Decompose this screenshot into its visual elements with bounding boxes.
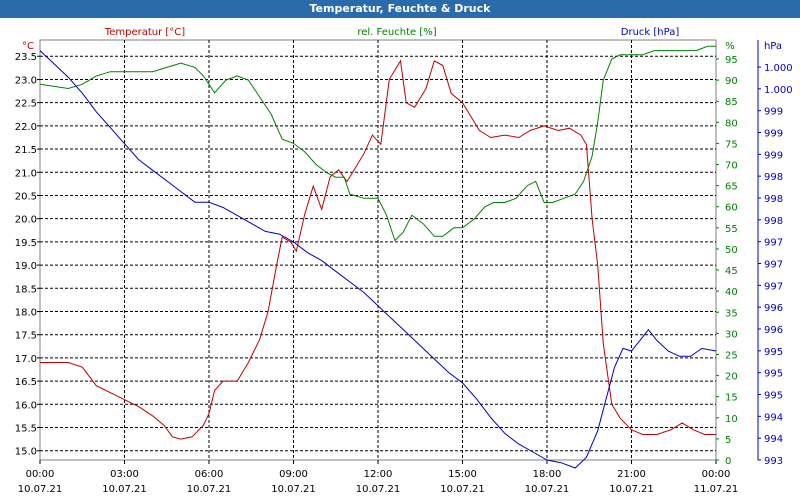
- window-title: Temperatur, Feuchte & Druck: [0, 0, 800, 18]
- temperature-tick-label: 21.5: [15, 145, 37, 156]
- pressure-tick-label: 998: [764, 172, 783, 183]
- pressure-tick-label: 996: [764, 325, 783, 336]
- temperature-series-line: [40, 59, 716, 440]
- x-tick-label-time: 15:00: [448, 469, 477, 480]
- humidity-tick-label: 85: [725, 97, 738, 108]
- x-tick-label-time: 03:00: [110, 469, 139, 480]
- pressure-series-line: [39, 50, 717, 469]
- humidity-tick-label: 0: [725, 456, 731, 467]
- pressure-tick-label: 999: [764, 129, 783, 140]
- x-tick-label-time: 06:00: [195, 469, 224, 480]
- humidity-tick-label: 45: [725, 266, 738, 277]
- x-tick-label-time: 09:00: [279, 469, 308, 480]
- humidity-tick-label: 70: [725, 161, 738, 172]
- temperature-tick-label: 17.0: [15, 354, 37, 365]
- pressure-tick-label: 995: [764, 347, 783, 358]
- x-tick-label-time: 12:00: [364, 469, 393, 480]
- temperature-tick-label: 22.5: [15, 99, 37, 110]
- pressure-tick-label: 994: [764, 412, 783, 423]
- pressure-tick-label: 993: [764, 456, 783, 467]
- chart-canvas: 15.0 15.5 16.0 16.5 17.0 17.5 18.0 18.5 19.0 19.5…: [15, 27, 793, 495]
- x-tick-label-date: 10.07.21: [187, 484, 232, 495]
- legend-humidity: rel. Feuchte [%]: [357, 27, 436, 38]
- x-tick-label-date: 10.07.21: [18, 484, 63, 495]
- pressure-tick-label: 995: [764, 369, 783, 380]
- humidity-tick-label: 65: [725, 182, 738, 193]
- pressure-tick-label: 1.000: [764, 85, 793, 96]
- humidity-tick-label: 75: [725, 139, 738, 150]
- temperature-tick-label: 19.0: [15, 261, 37, 272]
- temperature-unit-label: °C: [22, 41, 34, 52]
- humidity-series-line: [39, 45, 716, 242]
- pressure-tick-label: 999: [764, 150, 783, 161]
- x-tick-label-date: 10.07.21: [525, 484, 570, 495]
- temperature-tick-label: 18.0: [15, 307, 37, 318]
- humidity-tick-label: 35: [725, 308, 738, 319]
- humidity-tick-label: 10: [725, 414, 738, 425]
- x-tick-label-date: 10.07.21: [271, 484, 316, 495]
- humidity-tick-label: 80: [725, 118, 738, 129]
- humidity-tick-label: 25: [725, 350, 738, 361]
- x-tick-label-date: 10.07.21: [102, 484, 147, 495]
- humidity-tick-label: 40: [725, 287, 738, 298]
- x-tick-label-time: 00:00: [702, 469, 731, 480]
- temperature-tick-label: 15.5: [15, 424, 37, 435]
- pressure-tick-label: 999: [764, 107, 783, 118]
- chart-labels: °C% hPa Temperatur [°C] rel. Feuchte [%] Dru…: [22, 27, 782, 52]
- temperature-tick-label: 16.5: [15, 377, 37, 388]
- x-tick-label-time: 00:00: [26, 469, 55, 480]
- chart-axes: 15.0 15.5 16.0 16.5 17.0 17.5 18.0 18.5 19.0 19.5…: [15, 40, 793, 495]
- humidity-tick-label: 15: [725, 393, 738, 404]
- pressure-tick-label: 995: [764, 391, 783, 402]
- temperature-tick-label: 21.0: [15, 168, 37, 179]
- chart-series: [39, 45, 717, 469]
- pressure-unit-label: hPa: [764, 41, 782, 52]
- humidity-unit-label: %: [725, 41, 735, 52]
- pressure-tick-label: 997: [764, 281, 783, 292]
- temperature-tick-label: 22.0: [15, 122, 37, 133]
- pressure-tick-label: 998: [764, 194, 783, 205]
- humidity-tick-label: 90: [725, 76, 738, 87]
- pressure-tick-label: 994: [764, 434, 783, 445]
- pressure-tick-label: 997: [764, 260, 783, 271]
- temperature-tick-label: 23.0: [15, 75, 37, 86]
- temperature-tick-label: 20.5: [15, 191, 37, 202]
- humidity-tick-label: 55: [725, 224, 738, 235]
- x-tick-label-date: 10.07.21: [356, 484, 401, 495]
- x-tick-label-date: 11.07.21: [694, 484, 739, 495]
- x-tick-label-time: 21:00: [617, 469, 646, 480]
- pressure-tick-label: 997: [764, 238, 783, 249]
- humidity-tick-label: 30: [725, 329, 738, 340]
- x-tick-label-time: 18:00: [533, 469, 562, 480]
- pressure-tick-label: 1.000: [764, 63, 793, 74]
- temperature-tick-label: 16.0: [15, 400, 37, 411]
- temperature-tick-label: 19.5: [15, 238, 37, 249]
- temperature-tick-label: 17.5: [15, 331, 37, 342]
- pressure-tick-label: 996: [764, 303, 783, 314]
- humidity-tick-label: 50: [725, 245, 738, 256]
- temperature-tick-label: 18.5: [15, 284, 37, 295]
- humidity-tick-label: 95: [725, 55, 738, 66]
- x-tick-label-date: 10.07.21: [609, 484, 654, 495]
- legend-temperature: Temperatur [°C]: [104, 27, 185, 38]
- humidity-tick-label: 60: [725, 203, 738, 214]
- chart-grid: [39, 39, 717, 461]
- pressure-tick-label: 998: [764, 216, 783, 227]
- temperature-tick-label: 15.0: [15, 447, 37, 458]
- temperature-tick-label: 20.0: [15, 215, 37, 226]
- legend-pressure: Druck [hPa]: [621, 27, 680, 38]
- temperature-tick-label: 23.5: [15, 52, 37, 63]
- humidity-tick-label: 5: [725, 435, 731, 446]
- x-tick-label-date: 10.07.21: [440, 484, 485, 495]
- humidity-tick-label: 20: [725, 372, 738, 383]
